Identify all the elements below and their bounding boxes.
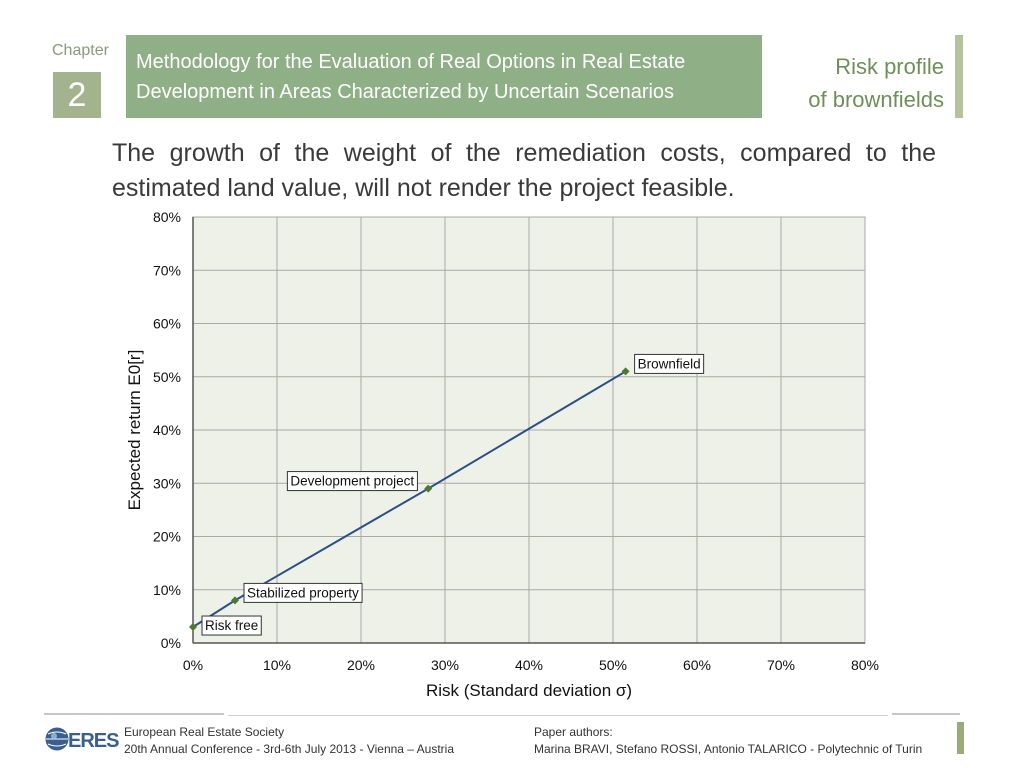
chapter-label: Chapter xyxy=(52,42,109,59)
footer-authors-line-2: Marina BRAVI, Stefano ROSSI, Antonio TAL… xyxy=(534,742,923,756)
data-point-marker xyxy=(424,484,433,493)
data-point-label-box xyxy=(286,471,418,492)
x-tick-label: 80% xyxy=(851,657,879,673)
data-point-marker xyxy=(621,367,630,376)
footer-accent-bar xyxy=(957,722,964,754)
y-tick-label: 80% xyxy=(153,209,181,225)
point-labels: Risk free Stabilized property Development … xyxy=(201,353,705,636)
footer-authors-line-1: Paper authors: xyxy=(534,725,613,739)
y-tick-label: 70% xyxy=(153,262,181,278)
data-point-label-box xyxy=(634,353,705,374)
y-tick-label: 50% xyxy=(153,369,181,385)
footer-conference: European Real Estate Society 20th Annual… xyxy=(124,724,454,758)
y-tick-label: 10% xyxy=(153,582,181,598)
y-axis-label: Expected return E0[r] xyxy=(125,350,144,511)
data-point-marker xyxy=(231,596,239,605)
x-tick-label: 50% xyxy=(599,657,627,673)
data-point-label-box xyxy=(243,582,363,603)
footer-rule-right xyxy=(892,713,960,715)
data-point-label-box xyxy=(201,615,262,636)
footer-authors: Paper authors: Marina BRAVI, Stefano ROS… xyxy=(534,724,922,758)
chapter-number: 2 xyxy=(53,72,101,118)
slide-title-line-2: Development in Areas Characterized by Un… xyxy=(136,81,675,103)
data-point-label-text: Brownfield xyxy=(638,356,701,371)
y-tick-label: 60% xyxy=(153,316,181,332)
data-point-label: Brownfield xyxy=(634,353,705,374)
globe-icon xyxy=(44,726,70,752)
x-axis-label: Risk (Standard deviation σ) xyxy=(426,681,632,700)
data-point-label-text: Development project xyxy=(290,474,414,489)
x-tick-label: 10% xyxy=(263,657,291,673)
section-title: Risk profile of brownfields xyxy=(808,50,944,116)
y-tick-label: 0% xyxy=(161,635,181,651)
footer-rule-left xyxy=(44,713,224,715)
x-tick-label: 70% xyxy=(767,657,795,673)
section-title-line-1: Risk profile xyxy=(835,54,944,79)
x-tick-label: 20% xyxy=(347,657,375,673)
eres-logo: ERES xyxy=(42,722,119,756)
slide-title-box: Methodology for the Evaluation of Real O… xyxy=(126,35,762,118)
y-tick-label: 30% xyxy=(153,475,181,491)
data-point-label-text: Risk free xyxy=(205,618,258,633)
y-axis-ticks: 0% 10% 20% 30% 40% 50% 60% 70% 80% xyxy=(153,209,181,651)
x-tick-label: 30% xyxy=(431,657,459,673)
x-axis-ticks: 0% 10% 20% 30% 40% 50% 60% 70% 80% xyxy=(183,657,879,673)
slide-title-line-1: Methodology for the Evaluation of Real O… xyxy=(136,51,686,73)
series-line xyxy=(192,370,627,628)
footer-conference-line-2: 20th Annual Conference - 3rd-6th July 20… xyxy=(124,742,454,756)
footer-conference-line-1: European Real Estate Society xyxy=(124,725,285,739)
point-markers xyxy=(189,367,630,632)
data-point-label: Stabilized property xyxy=(243,582,363,603)
footer-rule xyxy=(228,715,888,716)
x-tick-label: 0% xyxy=(183,657,203,673)
x-tick-label: 60% xyxy=(683,657,711,673)
data-point-label: Development project xyxy=(286,471,418,492)
y-tick-label: 20% xyxy=(153,529,181,545)
intro-text: The growth of the weight of the remediat… xyxy=(112,139,936,202)
logo-text: ERES xyxy=(68,730,119,752)
x-tick-label: 40% xyxy=(515,657,543,673)
section-title-line-2: of brownfields xyxy=(808,87,944,112)
data-point-label: Risk free xyxy=(201,615,262,636)
header-accent-bar xyxy=(955,35,963,118)
grid-lines xyxy=(192,216,866,644)
data-point-marker xyxy=(189,623,197,632)
y-tick-label: 40% xyxy=(153,422,181,438)
data-point-label-text: Stabilized property xyxy=(247,585,359,600)
